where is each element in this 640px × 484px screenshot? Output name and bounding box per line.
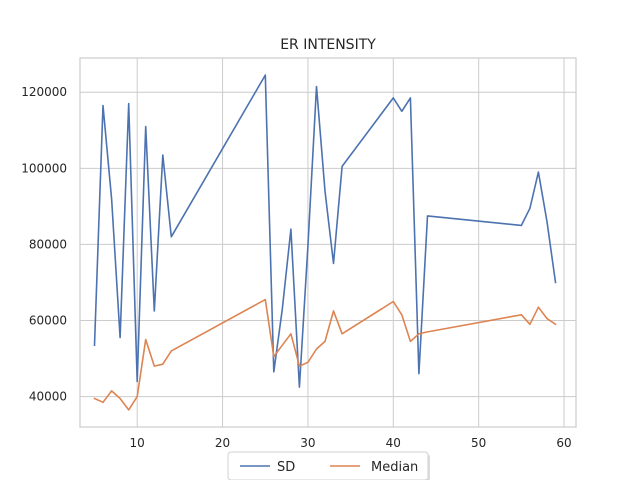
- y-tick-label: 80000: [29, 237, 67, 251]
- legend-label-sd: SD: [277, 460, 295, 475]
- grid-lines: [80, 58, 576, 427]
- series-line-sd: [93, 74, 557, 388]
- x-tick-label: 10: [130, 436, 145, 450]
- series-lines: [93, 74, 557, 411]
- x-tick-label: 20: [215, 436, 230, 450]
- x-tick-label: 30: [300, 436, 315, 450]
- plot-border: [79, 57, 577, 428]
- x-tick-label: 60: [556, 436, 571, 450]
- y-tick-label: 40000: [29, 390, 67, 404]
- tick-labels: 10 20 30 40 50 60 40000 60000 80000 100000 120000: [21, 85, 572, 450]
- y-tick-label: 100000: [21, 161, 67, 175]
- chart-title: ER INTENSITY: [280, 37, 376, 53]
- legend-label-median: Median: [371, 460, 418, 475]
- x-tick-label: 40: [386, 436, 401, 450]
- axes-frame: [79, 57, 577, 428]
- series-line-median: [93, 298, 557, 411]
- y-tick-label: 120000: [21, 85, 67, 99]
- legend: SD Median: [227, 451, 430, 482]
- x-tick-label: 50: [471, 436, 486, 450]
- y-tick-label: 60000: [29, 313, 67, 327]
